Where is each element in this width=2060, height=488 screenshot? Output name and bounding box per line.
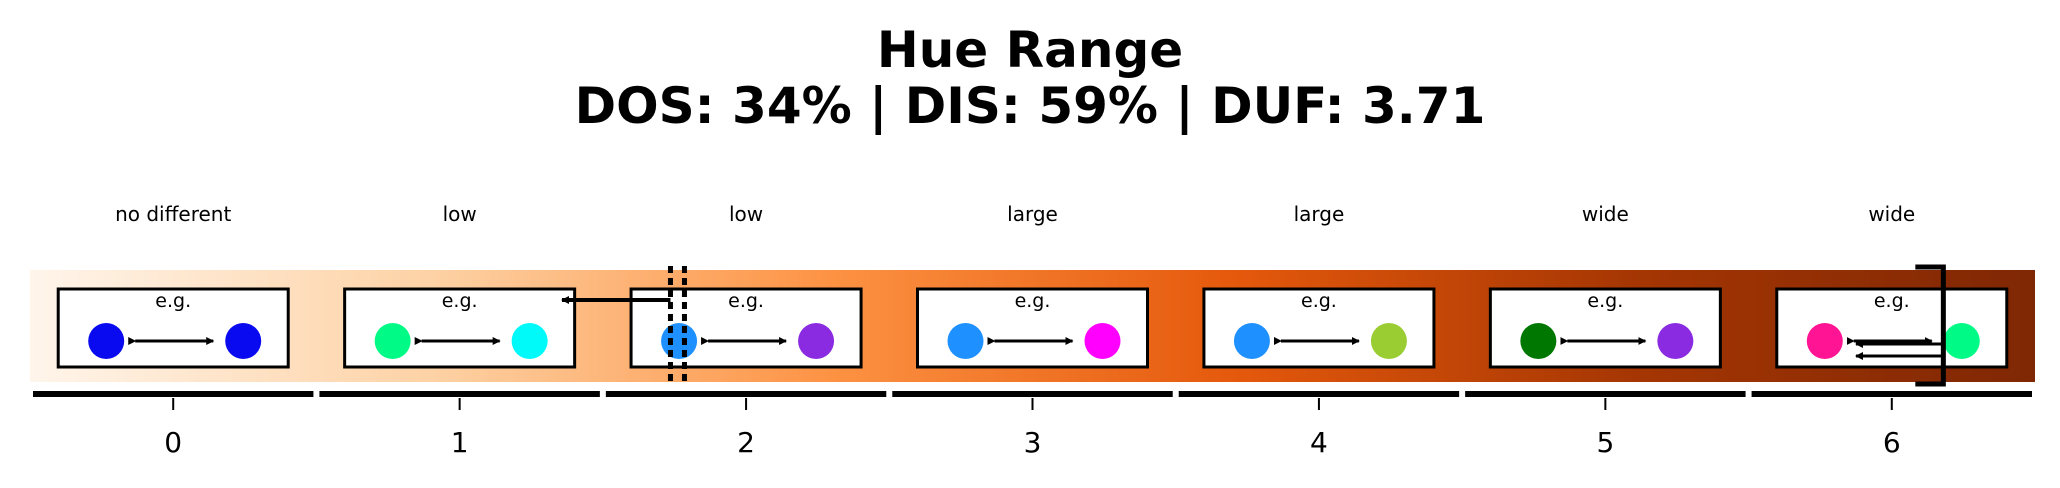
color-swatch-left xyxy=(88,323,125,359)
example-label: e.g. xyxy=(1015,290,1051,312)
color-swatch-right xyxy=(511,323,548,359)
tick-label: 3 xyxy=(1024,426,1042,459)
color-swatch-right xyxy=(225,323,262,359)
color-swatch-left xyxy=(947,323,984,359)
chart-title: Hue Range DOS: 34% | DIS: 59% | DUF: 3.7… xyxy=(0,22,2060,134)
tick-label: 4 xyxy=(1310,426,1328,459)
example-label: e.g. xyxy=(1874,290,1910,312)
bin-label: wide xyxy=(1868,202,1915,226)
bin-label: wide xyxy=(1582,202,1629,226)
example-label: e.g. xyxy=(1587,290,1623,312)
bin-label: low xyxy=(443,202,477,226)
color-swatch-right xyxy=(798,323,835,359)
color-swatch-right xyxy=(1943,323,1980,359)
tick-label: 0 xyxy=(164,426,182,459)
color-swatch-left xyxy=(1806,323,1843,359)
color-swatch-left xyxy=(1520,323,1557,359)
bin-0: no different e.g. 0 xyxy=(33,202,314,459)
bin-6: wide e.g. 6 xyxy=(1751,202,2032,459)
color-swatch-left xyxy=(1233,323,1270,359)
color-swatch-right xyxy=(1657,323,1694,359)
bin-label: no different xyxy=(115,202,231,226)
example-label: e.g. xyxy=(442,290,478,312)
example-label: e.g. xyxy=(1301,290,1337,312)
example-label: e.g. xyxy=(728,290,764,312)
duf-bracket xyxy=(1915,264,1946,387)
bin-4: large e.g. 4 xyxy=(1178,202,1460,459)
bin-label: low xyxy=(729,202,763,226)
bin-label: large xyxy=(1294,202,1345,226)
tick-label: 1 xyxy=(451,426,469,459)
color-swatch-right xyxy=(1370,323,1407,359)
bin-label: large xyxy=(1007,202,1058,226)
color-swatch-right xyxy=(1084,323,1121,359)
title-line-2: DOS: 34% | DIS: 59% | DUF: 3.71 xyxy=(574,77,1486,135)
tick-label: 5 xyxy=(1596,426,1614,459)
color-swatch-left xyxy=(661,323,698,359)
bin-5: wide e.g. 5 xyxy=(1465,202,1746,459)
tick-label: 6 xyxy=(1883,426,1901,459)
bin-3: large e.g. 3 xyxy=(892,202,1173,459)
example-label: e.g. xyxy=(155,290,191,312)
title-line-1: Hue Range xyxy=(876,21,1184,79)
bin-1: low e.g. 1 xyxy=(319,202,600,459)
color-swatch-left xyxy=(374,323,411,359)
bin-2: low e.g. 2 xyxy=(605,202,887,459)
tick-label: 2 xyxy=(737,426,755,459)
